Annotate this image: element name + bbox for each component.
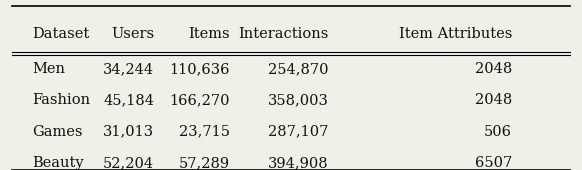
Text: 358,003: 358,003 bbox=[268, 93, 329, 107]
Text: Men: Men bbox=[32, 62, 65, 76]
Text: 57,289: 57,289 bbox=[179, 156, 230, 170]
Text: Users: Users bbox=[111, 27, 154, 41]
Text: Item Attributes: Item Attributes bbox=[399, 27, 512, 41]
Text: 2048: 2048 bbox=[475, 93, 512, 107]
Text: 31,013: 31,013 bbox=[103, 125, 154, 139]
Text: 506: 506 bbox=[484, 125, 512, 139]
Text: Items: Items bbox=[188, 27, 230, 41]
Text: Fashion: Fashion bbox=[32, 93, 90, 107]
Text: 287,107: 287,107 bbox=[268, 125, 329, 139]
Text: 52,204: 52,204 bbox=[103, 156, 154, 170]
Text: Dataset: Dataset bbox=[32, 27, 89, 41]
Text: 166,270: 166,270 bbox=[169, 93, 230, 107]
Text: 394,908: 394,908 bbox=[268, 156, 329, 170]
Text: 254,870: 254,870 bbox=[268, 62, 329, 76]
Text: 110,636: 110,636 bbox=[169, 62, 230, 76]
Text: Beauty: Beauty bbox=[32, 156, 84, 170]
Text: 34,244: 34,244 bbox=[103, 62, 154, 76]
Text: 45,184: 45,184 bbox=[103, 93, 154, 107]
Text: 6507: 6507 bbox=[475, 156, 512, 170]
Text: 2048: 2048 bbox=[475, 62, 512, 76]
Text: Games: Games bbox=[32, 125, 83, 139]
Text: Interactions: Interactions bbox=[239, 27, 329, 41]
Text: 23,715: 23,715 bbox=[179, 125, 230, 139]
